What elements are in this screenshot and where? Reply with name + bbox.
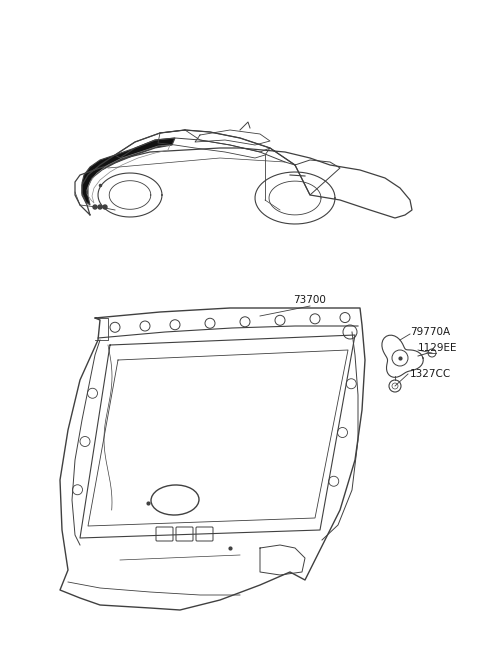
Polygon shape	[82, 138, 175, 205]
Circle shape	[98, 205, 102, 209]
Circle shape	[103, 205, 107, 209]
Circle shape	[93, 205, 97, 209]
Text: 73700: 73700	[294, 295, 326, 305]
Text: 1129EE: 1129EE	[418, 343, 457, 353]
Text: 79770A: 79770A	[410, 327, 450, 337]
Text: 1327CC: 1327CC	[410, 369, 451, 379]
